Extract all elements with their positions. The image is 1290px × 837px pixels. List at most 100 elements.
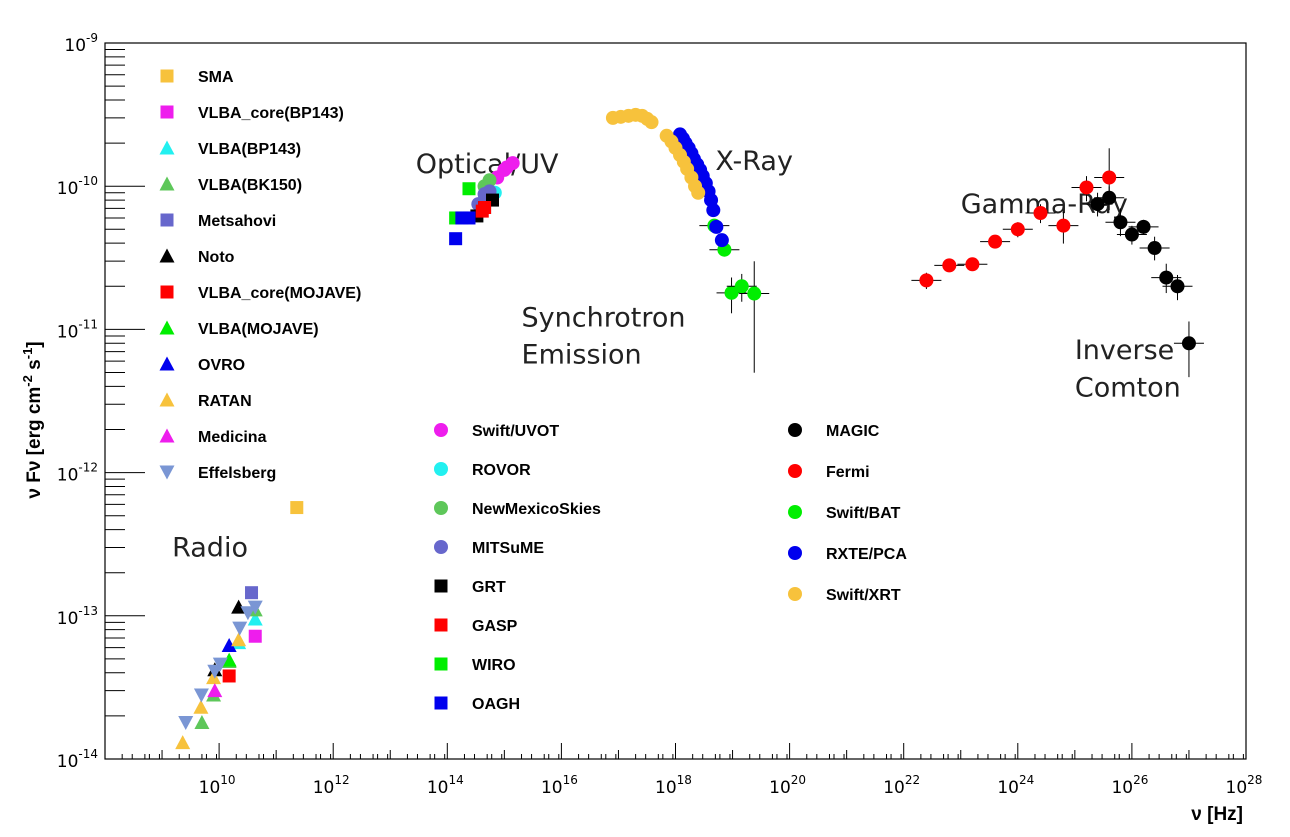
data-point [178,715,194,730]
x-tick-base: 10 [997,778,1019,798]
annotation-label: Inverse [1075,335,1174,366]
legend-radio: SMA VLBA_core(BP143) VLBA(BP143) VLBA(BK150… [159,69,361,482]
x-tick-exp: 20 [791,773,806,787]
legend-label: VLBA(BP143) [198,141,301,158]
legend-label: WIRO [472,657,516,674]
x-tick-label: 1016 [541,773,578,798]
legend-marker [434,579,448,593]
x-tick-exp: 28 [1247,773,1262,787]
data-point [247,600,263,615]
y-tick-exp: -10 [78,174,98,188]
data-point [207,683,223,698]
y-tick-base: 10 [57,179,79,199]
legend-label: Metsahovi [198,213,276,230]
data-point [644,115,659,130]
legend-label: GRT [472,579,506,596]
data-point [1113,215,1128,230]
series-fermi [911,148,1125,290]
data-point [1170,279,1185,294]
series-magic [1082,186,1204,378]
data-point [231,599,247,614]
legend-label: VLBA(MOJAVE) [198,321,319,338]
data-point [988,234,1003,249]
legend-marker [159,428,175,443]
data-point [221,638,237,653]
data-point [497,162,512,177]
series-gasp [475,200,492,218]
legend-marker [159,320,175,335]
x-tick-base: 10 [1226,778,1248,798]
series-metsahovi [245,586,259,600]
x-tick-exp: 14 [448,773,463,787]
legend-label: Swift/XRT [826,587,901,604]
x-tick-base: 10 [769,778,791,798]
annotation-label: Emission [522,339,642,370]
x-tick-base: 10 [541,778,563,798]
x-tick-label: 1028 [1226,773,1263,798]
y-tick-label: 10-14 [57,747,98,772]
y-tick-exp: -14 [78,747,98,761]
legend-marker [788,587,802,601]
legend-marker [159,140,175,155]
legend-marker [159,465,175,480]
legend-label: OAGH [472,696,520,713]
series-swift-uvot [490,156,520,185]
legend-label: MAGIC [826,423,880,440]
x-tick-exp: 18 [677,773,692,787]
data-point [247,611,263,626]
x-tick-exp: 10 [220,773,235,787]
y-axis-label: ν Fν [erg cm-2 s-1] [20,341,45,498]
data-point [206,670,222,685]
legend-label: Effelsberg [198,465,276,482]
legend-label: Noto [198,249,235,266]
data-point [1056,218,1071,233]
data-point [462,182,476,196]
x-tick-exp: 16 [563,773,578,787]
x-tick-base: 10 [655,778,677,798]
legend-label: Fermi [826,464,870,481]
data-point [175,735,191,750]
data-point [709,219,724,234]
data-point [193,688,209,703]
y-tick-label: 10-13 [57,604,98,629]
legend-marker [159,176,175,191]
data-point [706,203,721,218]
y-tick-base: 10 [57,752,79,772]
legend-marker [788,505,802,519]
data-point [193,699,209,714]
legend-marker [434,657,448,671]
x-tick-label: 1026 [1111,773,1148,798]
annotation-label: X-Ray [715,146,793,177]
data-point [478,200,492,214]
legend-label: Swift/BAT [826,505,901,522]
data-point [1102,170,1117,185]
data-points [175,107,1204,750]
series-medicina [207,683,223,698]
data-point [462,211,476,225]
series-ratan [175,632,247,750]
legend-label: MITSuME [472,540,544,557]
legend-label: SMA [198,69,234,86]
y-tick-label: 10-11 [57,317,98,342]
legend-marker [160,285,174,299]
annotation-label: Synchrotron [522,302,686,333]
legend-marker [434,462,448,476]
x-tick-base: 10 [313,778,335,798]
legend-label: NewMexicoSkies [472,501,601,518]
legend-label: VLBA(BK150) [198,177,302,194]
y-tick-base: 10 [57,609,79,629]
y-tick-exp: -11 [78,317,98,331]
legend-label: GASP [472,618,518,635]
annotation-label: Comton [1075,372,1181,403]
data-point [221,652,237,667]
data-point [1010,222,1025,237]
legend-marker [159,356,175,371]
legend-marker [160,69,174,83]
legend-label: OVRO [198,357,245,374]
data-point [691,185,706,200]
legend-marker [160,105,174,119]
legend-marker [788,423,802,437]
series-swift-bat [699,218,770,373]
legend-optical: Swift/UVOT ROVOR NewMexicoSkies MITSuME GRT G… [434,423,601,713]
